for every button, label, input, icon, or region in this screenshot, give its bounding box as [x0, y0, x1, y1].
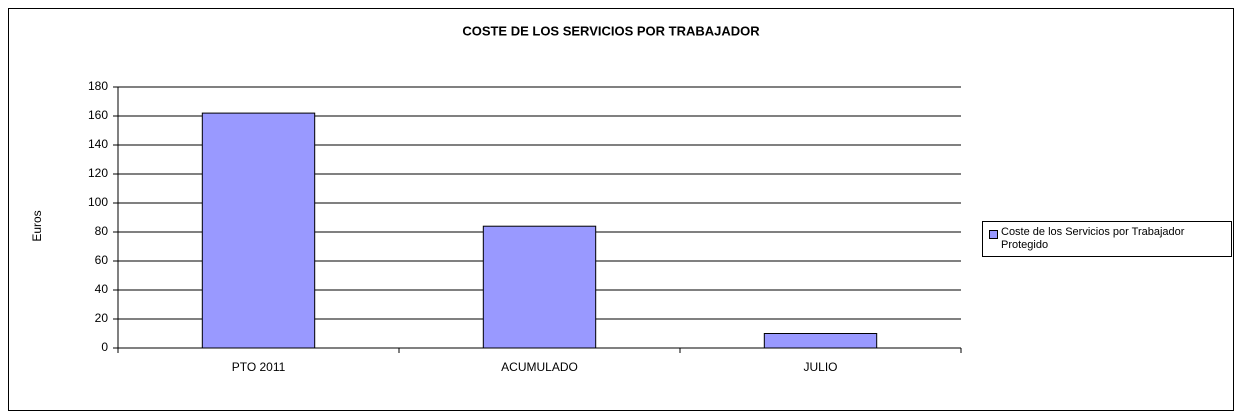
y-tick-label: 180: [88, 79, 108, 93]
y-tick-label: 140: [88, 137, 108, 151]
y-tick-label: 160: [88, 108, 108, 122]
x-tick-label: PTO 2011: [232, 360, 286, 374]
x-tick-label: JULIO: [803, 360, 837, 374]
y-tick-label: 0: [101, 340, 108, 354]
y-tick-label: 60: [95, 253, 109, 267]
y-tick-label: 20: [95, 311, 109, 325]
y-tick-label: 80: [95, 224, 109, 238]
bar: [201, 112, 316, 349]
y-tick-label: 100: [88, 195, 108, 209]
bar: [482, 225, 597, 349]
y-axis-label: Euros: [30, 210, 44, 241]
y-tick-label: 120: [88, 166, 108, 180]
y-tick-label: 40: [95, 282, 109, 296]
chart-title: COSTE DE LOS SERVICIOS POR TRABAJADOR: [462, 23, 760, 38]
legend-label: Coste de los Servicios por Trabajador Pr…: [1001, 226, 1185, 251]
chart-border: [8, 8, 1234, 411]
legend-swatch: [989, 230, 998, 239]
x-tick-label: ACUMULADO: [501, 360, 578, 374]
bar: [763, 333, 878, 349]
legend: Coste de los Servicios por Trabajador Pr…: [982, 221, 1232, 257]
